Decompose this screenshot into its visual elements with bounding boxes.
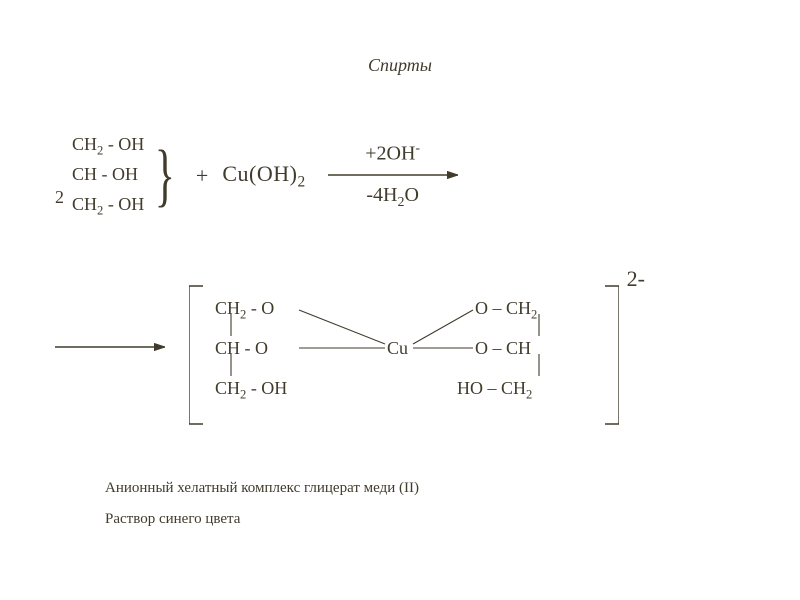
- complex-center-cu: Cu: [387, 338, 408, 359]
- continuation-arrow-icon: [55, 340, 165, 354]
- glycerol-line-1: CH2 - OH: [72, 135, 144, 157]
- r-mid-pre: O – CH: [475, 338, 531, 358]
- glycerol-structure: CH2 - OH CH - OH CH2 - OH }: [72, 135, 182, 218]
- complex-l-bot: CH2 - OH: [215, 378, 287, 403]
- caption-area: Анионный хелатный комплекс глицерат меди…: [105, 480, 419, 528]
- r-top-pre: O – CH: [475, 298, 531, 318]
- l-mid-suf: - O: [240, 338, 268, 358]
- gly-3-suf: - OH: [103, 194, 144, 214]
- reagent-sub: 2: [297, 173, 305, 190]
- complex-r-bot: HO – CH2: [457, 378, 532, 403]
- arrow-top-sup: -: [415, 141, 420, 156]
- coefficient: 2: [55, 187, 64, 208]
- arrow-bottom-label: -4H2O: [366, 184, 419, 211]
- reagent-cuoh2: Cu(OH)2: [222, 161, 305, 191]
- gly-2-suf: - OH: [97, 164, 138, 184]
- complex-structure: 2- CH2 - O CH - O CH2 - OH Cu O – CH2 O …: [189, 280, 619, 430]
- l-top-suf: - O: [246, 298, 274, 318]
- gly-2-group: CH: [72, 164, 97, 184]
- arrow-top-label: +2OH-: [365, 141, 420, 166]
- l-top-g: CH: [215, 298, 240, 318]
- reaction-arrow: +2OH- -4H2O: [328, 141, 458, 211]
- reactant-row: 2 CH2 - OH CH - OH CH2 - OH } + Cu(OH)2 …: [55, 135, 458, 218]
- r-bot-pre: HO – CH: [457, 378, 526, 398]
- l-bot-g: CH: [215, 378, 240, 398]
- bracket-left: [189, 286, 203, 424]
- bracket-right: [605, 286, 619, 424]
- complex-r-top: O – CH2: [475, 298, 537, 323]
- arrow-icon: [328, 168, 458, 182]
- glycerol-line-2: CH - OH: [72, 165, 144, 187]
- caption-color-note: Раствор синего цвета: [105, 511, 419, 528]
- brace-right-icon: }: [155, 148, 175, 204]
- l-bot-suf: - OH: [246, 378, 287, 398]
- r-top-sub: 2: [531, 308, 537, 322]
- complex-l-top: CH2 - O: [215, 298, 274, 323]
- gly-1-group: CH: [72, 134, 97, 154]
- arrow-bot-post: O: [404, 184, 418, 206]
- product-row: 2- CH2 - O CH - O CH2 - OH Cu O – CH2 O …: [55, 280, 619, 430]
- arrow-top-pre: +2OH: [365, 143, 415, 165]
- glycerol-line-3: CH2 - OH: [72, 195, 144, 217]
- r-bot-sub: 2: [526, 388, 532, 402]
- glycerol-lines: CH2 - OH CH - OH CH2 - OH: [72, 135, 144, 218]
- caption-name: Анионный хелатный комплекс глицерат меди…: [105, 480, 419, 497]
- complex-r-mid: O – CH: [475, 338, 531, 363]
- complex-charge: 2-: [627, 266, 645, 292]
- page-title: Спирты: [0, 55, 800, 76]
- plus-sign: +: [196, 163, 208, 189]
- complex-l-mid: CH - O: [215, 338, 268, 363]
- gly-1-suf: - OH: [103, 134, 144, 154]
- l-mid-g: CH: [215, 338, 240, 358]
- arrow-bot-pre: -4H: [366, 184, 397, 206]
- gly-3-group: CH: [72, 194, 97, 214]
- reagent-text: Cu(OH): [222, 161, 297, 186]
